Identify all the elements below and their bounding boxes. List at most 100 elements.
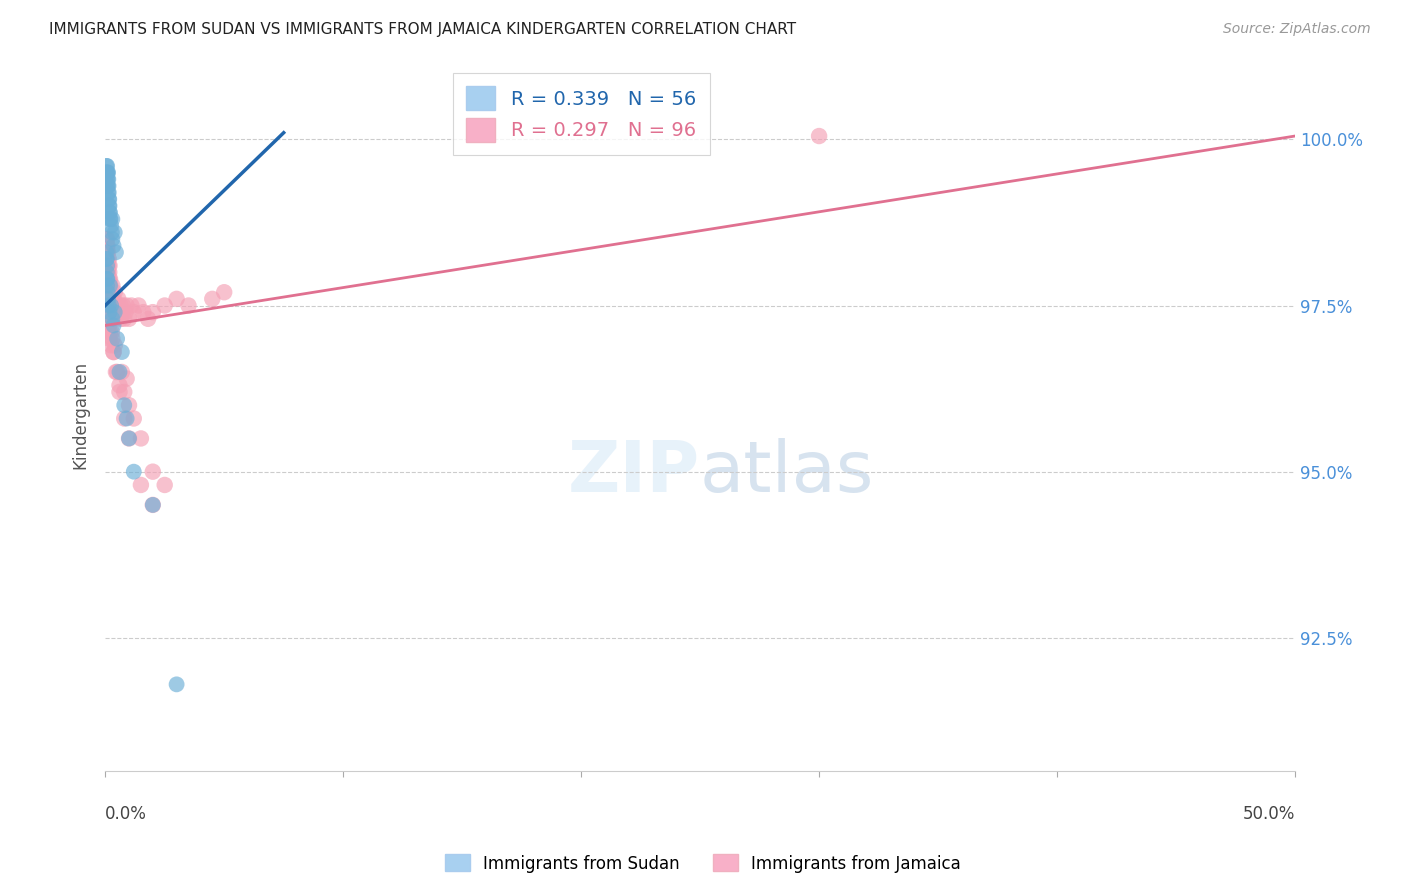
- Point: [97, 245, 120, 260]
- Point: [98, 278, 121, 293]
- Point: [153, 299, 176, 313]
- Point: [98, 205, 121, 219]
- Point: [101, 332, 124, 346]
- Point: [112, 384, 135, 399]
- Point: [97, 172, 120, 186]
- Point: [96, 159, 118, 173]
- Point: [96, 259, 118, 273]
- Point: [98, 325, 121, 339]
- Point: [104, 305, 127, 319]
- Point: [98, 285, 121, 300]
- Point: [108, 378, 131, 392]
- Point: [96, 238, 118, 252]
- Point: [98, 199, 121, 213]
- Point: [104, 285, 127, 300]
- Point: [96, 252, 118, 266]
- Point: [100, 219, 122, 233]
- Point: [142, 498, 165, 512]
- Point: [97, 186, 120, 200]
- Point: [115, 371, 138, 385]
- Point: [100, 338, 122, 352]
- Point: [98, 299, 121, 313]
- Point: [98, 199, 121, 213]
- Point: [97, 252, 120, 266]
- Point: [101, 292, 124, 306]
- Point: [104, 245, 127, 260]
- Point: [97, 172, 120, 186]
- Text: IMMIGRANTS FROM SUDAN VS IMMIGRANTS FROM JAMAICA KINDERGARTEN CORRELATION CHART: IMMIGRANTS FROM SUDAN VS IMMIGRANTS FROM…: [49, 22, 796, 37]
- Point: [110, 311, 132, 326]
- Point: [96, 259, 118, 273]
- Point: [118, 432, 141, 446]
- Point: [105, 365, 128, 379]
- Point: [98, 259, 121, 273]
- Point: [96, 278, 118, 293]
- Point: [96, 172, 118, 186]
- Point: [112, 299, 135, 313]
- Point: [96, 232, 118, 246]
- Point: [98, 272, 121, 286]
- Point: [103, 345, 125, 359]
- Point: [96, 245, 118, 260]
- Point: [103, 299, 125, 313]
- Point: [98, 305, 121, 319]
- Text: 50.0%: 50.0%: [1243, 805, 1295, 823]
- Legend: Immigrants from Sudan, Immigrants from Jamaica: Immigrants from Sudan, Immigrants from J…: [439, 847, 967, 880]
- Point: [97, 186, 120, 200]
- Point: [97, 285, 120, 300]
- Point: [96, 265, 118, 279]
- Point: [97, 318, 120, 333]
- Point: [122, 465, 145, 479]
- Point: [166, 292, 188, 306]
- Point: [97, 299, 120, 313]
- Point: [100, 212, 122, 227]
- Y-axis label: Kindergarten: Kindergarten: [72, 361, 89, 469]
- Point: [96, 178, 118, 193]
- Point: [97, 265, 120, 279]
- Point: [142, 305, 165, 319]
- Point: [122, 305, 145, 319]
- Point: [166, 677, 188, 691]
- Point: [96, 252, 118, 266]
- Point: [98, 292, 121, 306]
- Point: [100, 299, 122, 313]
- Point: [97, 259, 120, 273]
- Point: [97, 259, 120, 273]
- Point: [96, 272, 118, 286]
- Point: [96, 245, 118, 260]
- Point: [96, 252, 118, 266]
- Point: [97, 265, 120, 279]
- Text: 0.0%: 0.0%: [105, 805, 148, 823]
- Point: [120, 299, 142, 313]
- Point: [108, 384, 131, 399]
- Point: [97, 192, 120, 206]
- Point: [112, 398, 135, 412]
- Point: [96, 272, 118, 286]
- Point: [100, 311, 122, 326]
- Point: [97, 238, 120, 252]
- Point: [100, 278, 122, 293]
- Point: [96, 252, 118, 266]
- Point: [97, 178, 120, 193]
- Point: [104, 338, 127, 352]
- Point: [136, 311, 159, 326]
- Point: [98, 265, 121, 279]
- Point: [111, 305, 134, 319]
- Point: [96, 165, 118, 179]
- Point: [808, 129, 831, 144]
- Point: [101, 226, 124, 240]
- Point: [97, 311, 120, 326]
- Legend: R = 0.339   N = 56, R = 0.297   N = 96: R = 0.339 N = 56, R = 0.297 N = 96: [453, 73, 710, 155]
- Point: [103, 292, 125, 306]
- Point: [104, 305, 127, 319]
- Point: [97, 178, 120, 193]
- Point: [96, 238, 118, 252]
- Point: [97, 165, 120, 179]
- Point: [97, 285, 120, 300]
- Point: [111, 365, 134, 379]
- Text: Source: ZipAtlas.com: Source: ZipAtlas.com: [1223, 22, 1371, 37]
- Point: [97, 325, 120, 339]
- Point: [101, 305, 124, 319]
- Point: [98, 212, 121, 227]
- Point: [118, 398, 141, 412]
